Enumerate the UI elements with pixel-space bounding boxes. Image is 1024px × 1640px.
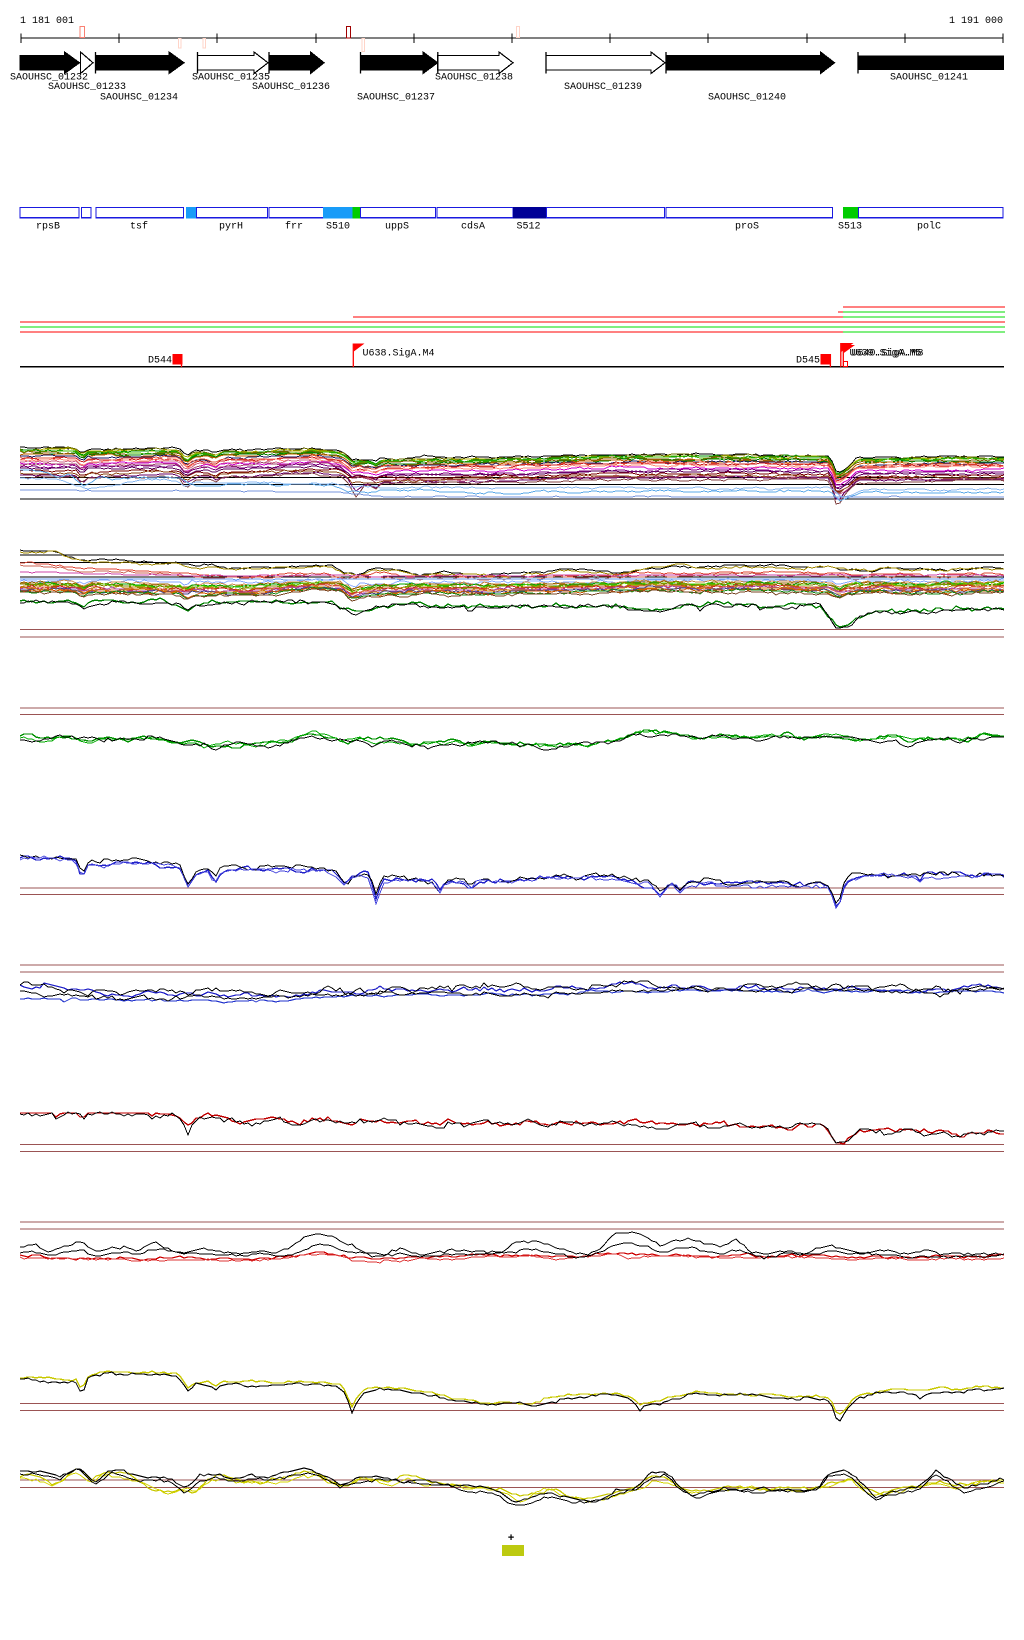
svg-text:pyrH: pyrH: [219, 222, 243, 233]
svg-text:cdsA: cdsA: [461, 221, 485, 233]
svg-text:tsf: tsf: [130, 221, 148, 233]
svg-text:rpsB: rpsB: [36, 222, 60, 233]
svg-text:U640.SigA.M8: U640.SigA.M8: [852, 348, 924, 360]
svg-text:S512: S512: [517, 222, 541, 233]
svg-text:uppS: uppS: [385, 222, 409, 233]
svg-text:+: +: [508, 1533, 515, 1545]
svg-text:SAOUHSC_01236: SAOUHSC_01236: [252, 82, 330, 93]
svg-text:SAOUHSC_01235: SAOUHSC_01235: [192, 73, 270, 84]
svg-text:S510: S510: [326, 222, 350, 233]
svg-text:1 181 001: 1 181 001: [20, 16, 74, 27]
svg-text:U639.SigA.M5: U639.SigA.M5: [850, 348, 922, 360]
svg-text:D545: D545: [796, 356, 820, 367]
svg-text:SAOUHSC_01237: SAOUHSC_01237: [357, 93, 435, 104]
svg-text:U638.SigA.M4: U638.SigA.M4: [363, 348, 435, 360]
svg-text:proS: proS: [735, 222, 759, 233]
svg-text:D544: D544: [148, 356, 172, 367]
svg-text:polC: polC: [917, 221, 941, 233]
svg-text:SAOUHSC_01233: SAOUHSC_01233: [48, 82, 126, 93]
svg-text:SAOUHSC_01234: SAOUHSC_01234: [100, 93, 178, 104]
svg-text:SAOUHSC_01238: SAOUHSC_01238: [435, 73, 513, 84]
svg-text:SAOUHSC_01241: SAOUHSC_01241: [890, 73, 968, 84]
svg-text:SAOUHSC_01240: SAOUHSC_01240: [708, 93, 786, 104]
svg-text:SAOUHSC_01239: SAOUHSC_01239: [564, 82, 642, 93]
svg-text:frr: frr: [285, 221, 303, 233]
svg-text:S513: S513: [838, 222, 862, 233]
svg-text:1 191 000: 1 191 000: [949, 16, 1003, 27]
svg-text:SAOUHSC_01232: SAOUHSC_01232: [10, 73, 88, 84]
